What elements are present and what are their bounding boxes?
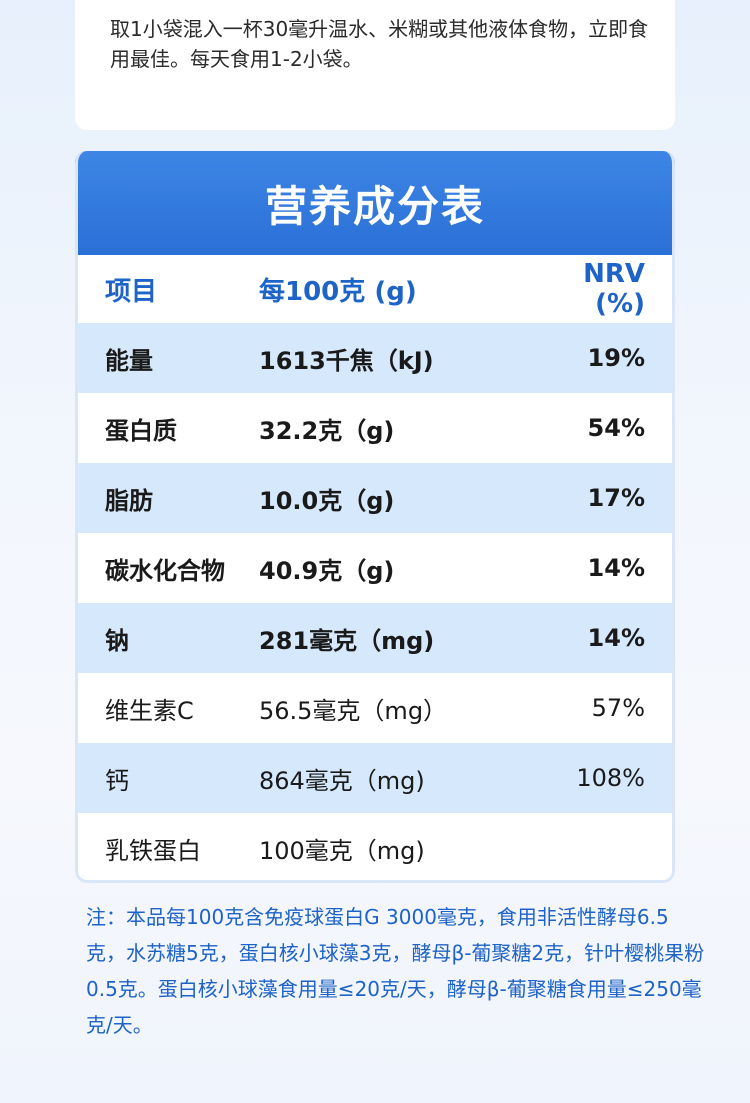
row-item: 蛋白质 bbox=[105, 416, 177, 445]
usage-instructions: 取1小袋混入一杯30毫升温水、米糊或其他液体食物，立即食用最佳。每天食用1-2小… bbox=[110, 17, 649, 71]
row-item: 脂肪 bbox=[105, 486, 153, 515]
footnote: 注：本品每100克含免疫球蛋白G 3000毫克，食用非活性酵母6.5克，水苏糖5… bbox=[86, 905, 705, 1037]
row-nrv: 14% bbox=[587, 624, 645, 652]
header-item: 项目 bbox=[105, 276, 158, 307]
column-headers: 项目 每100克 (g) NRV (%) bbox=[75, 255, 675, 323]
row-amount: 32.2克（g) bbox=[259, 416, 395, 445]
table-row-energy: 能量 1613千焦（kJ) 19% bbox=[75, 323, 675, 393]
table-row-carbohydrate: 碳水化合物 40.9克（g) 14% bbox=[75, 533, 675, 603]
row-amount: 1613千焦（kJ) bbox=[259, 346, 434, 375]
usage-card: 取1小袋混入一杯30毫升温水、米糊或其他液体食物，立即食用最佳。每天食用1-2小… bbox=[75, 0, 675, 130]
table-row-fat: 脂肪 10.0克（g) 17% bbox=[75, 463, 675, 533]
row-amount: 864毫克（mg) bbox=[259, 766, 425, 795]
row-nrv: 57% bbox=[591, 694, 645, 722]
row-amount: 56.5毫克（mg） bbox=[259, 696, 448, 725]
table-row-sodium: 钠 281毫克（mg) 14% bbox=[75, 603, 675, 673]
table-row-calcium: 钙 864毫克（mg) 108% bbox=[75, 743, 675, 813]
row-item: 碳水化合物 bbox=[105, 556, 225, 585]
row-amount: 100毫克（mg) bbox=[259, 836, 425, 865]
row-amount: 281毫克（mg) bbox=[259, 626, 435, 655]
header-per-100g: 每100克 (g) bbox=[259, 276, 417, 307]
row-nrv: 54% bbox=[587, 414, 645, 442]
row-nrv: 108% bbox=[576, 764, 645, 792]
table-row-vitamin-c: 维生素C 56.5毫克（mg） 57% bbox=[75, 673, 675, 743]
row-nrv: 19% bbox=[587, 344, 645, 372]
table-row-protein: 蛋白质 32.2克（g) 54% bbox=[75, 393, 675, 463]
row-amount: 10.0克（g) bbox=[259, 486, 395, 515]
table-title-bar: 营养成分表 bbox=[75, 151, 675, 255]
nutrition-table: 营养成分表 项目 每100克 (g) NRV (%) 能量 1613千焦（kJ)… bbox=[75, 151, 675, 883]
row-item: 钙 bbox=[105, 766, 129, 795]
row-item: 维生素C bbox=[105, 696, 194, 725]
row-nrv: 17% bbox=[587, 484, 645, 512]
table-row-lactoferrin: 乳铁蛋白 100毫克（mg) bbox=[75, 813, 675, 883]
row-item: 能量 bbox=[105, 346, 153, 375]
row-amount: 40.9克（g) bbox=[259, 556, 395, 585]
table-title: 营养成分表 bbox=[264, 181, 485, 231]
row-nrv: 14% bbox=[587, 554, 645, 582]
row-item: 钠 bbox=[105, 626, 129, 655]
row-item: 乳铁蛋白 bbox=[105, 836, 201, 865]
header-nrv: NRV (%) bbox=[583, 259, 645, 319]
